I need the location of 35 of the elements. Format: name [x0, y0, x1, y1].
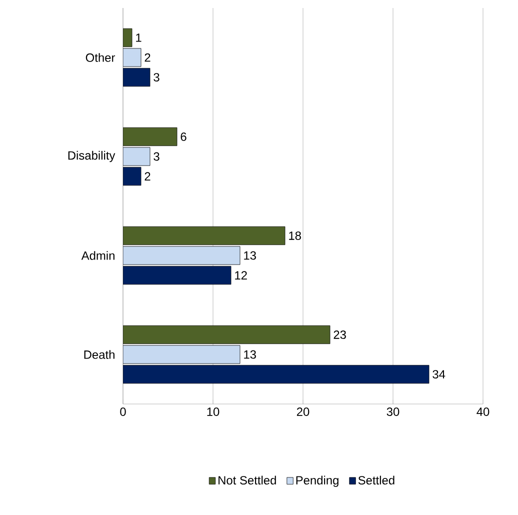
x-tick-label: 30 [386, 408, 400, 416]
data-label: 2 [144, 53, 150, 62]
data-label: 3 [154, 152, 160, 161]
bar [123, 266, 232, 285]
x-tick-label: 10 [207, 408, 220, 416]
legend-label: Settled [358, 476, 394, 485]
x-tick-label: 20 [296, 408, 310, 416]
data-label: 3 [154, 73, 160, 82]
bar [123, 68, 150, 87]
y-tick-label: Other [86, 53, 116, 62]
bar [123, 226, 286, 246]
bar [123, 364, 430, 384]
x-tick-label: 0 [120, 408, 126, 416]
y-tick-label: Death [84, 350, 114, 359]
bar [123, 127, 178, 146]
data-label: 18 [289, 231, 301, 240]
bar [123, 48, 142, 67]
data-label: 34 [432, 370, 446, 379]
data-label: 1 [136, 34, 142, 42]
y-tick-label: Disability [68, 150, 116, 162]
data-label: 2 [144, 172, 150, 180]
data-label: 13 [244, 251, 256, 260]
bar [123, 147, 150, 166]
data-label: 6 [180, 132, 186, 141]
bar [123, 345, 240, 364]
legend-label: Not Settled [218, 476, 276, 485]
data-label: 23 [334, 330, 346, 339]
bar [123, 325, 330, 344]
data-label: 13 [244, 350, 256, 359]
legend-label: Pending [296, 476, 338, 487]
x-tick-label: 40 [476, 408, 490, 416]
bar [123, 246, 240, 265]
bar [123, 166, 142, 186]
y-tick-label: Admin [81, 251, 114, 260]
data-label: 12 [235, 271, 247, 280]
